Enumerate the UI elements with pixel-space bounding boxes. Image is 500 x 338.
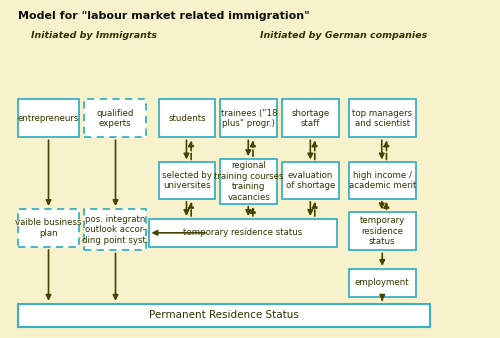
Text: vaible business
plan: vaible business plan bbox=[16, 218, 82, 238]
Text: qualified
experts: qualified experts bbox=[96, 108, 134, 128]
FancyBboxPatch shape bbox=[349, 269, 416, 297]
Text: Model for "labour market related immigration": Model for "labour market related immigra… bbox=[18, 11, 310, 21]
FancyBboxPatch shape bbox=[282, 162, 339, 199]
FancyBboxPatch shape bbox=[349, 99, 416, 138]
FancyBboxPatch shape bbox=[18, 99, 80, 138]
Text: regional
training courses
training
vacancies: regional training courses training vacan… bbox=[214, 161, 284, 201]
FancyBboxPatch shape bbox=[84, 99, 146, 138]
Text: temporary
residence
status: temporary residence status bbox=[360, 216, 405, 246]
FancyBboxPatch shape bbox=[220, 99, 277, 138]
FancyBboxPatch shape bbox=[158, 162, 216, 199]
FancyBboxPatch shape bbox=[220, 159, 277, 204]
FancyBboxPatch shape bbox=[158, 99, 216, 138]
FancyBboxPatch shape bbox=[148, 219, 336, 247]
Text: evaluation
of shortage: evaluation of shortage bbox=[286, 171, 336, 190]
FancyBboxPatch shape bbox=[349, 212, 416, 250]
Text: Initiated by Immigrants: Initiated by Immigrants bbox=[31, 31, 157, 40]
Text: students: students bbox=[168, 114, 206, 123]
Text: Initiated by German companies: Initiated by German companies bbox=[260, 31, 428, 40]
FancyBboxPatch shape bbox=[282, 99, 339, 138]
FancyBboxPatch shape bbox=[18, 209, 80, 247]
Text: high income /
academic merit: high income / academic merit bbox=[348, 171, 416, 190]
FancyBboxPatch shape bbox=[84, 209, 146, 250]
Text: pos. integratn
outlook accor-
ding point syst.: pos. integratn outlook accor- ding point… bbox=[82, 215, 148, 245]
Text: shortage
staff: shortage staff bbox=[292, 108, 330, 128]
Text: temporary residence status: temporary residence status bbox=[183, 228, 302, 238]
FancyBboxPatch shape bbox=[349, 162, 416, 199]
Text: top managers
and scientist: top managers and scientist bbox=[352, 108, 412, 128]
Text: entrepreneurs: entrepreneurs bbox=[18, 114, 79, 123]
Text: selected by
universites: selected by universites bbox=[162, 171, 212, 190]
Text: trainees ("18
plus" progr.): trainees ("18 plus" progr.) bbox=[220, 108, 277, 128]
Text: Permanent Residence Status: Permanent Residence Status bbox=[149, 310, 299, 320]
FancyBboxPatch shape bbox=[18, 304, 430, 327]
Text: employment: employment bbox=[355, 279, 410, 287]
